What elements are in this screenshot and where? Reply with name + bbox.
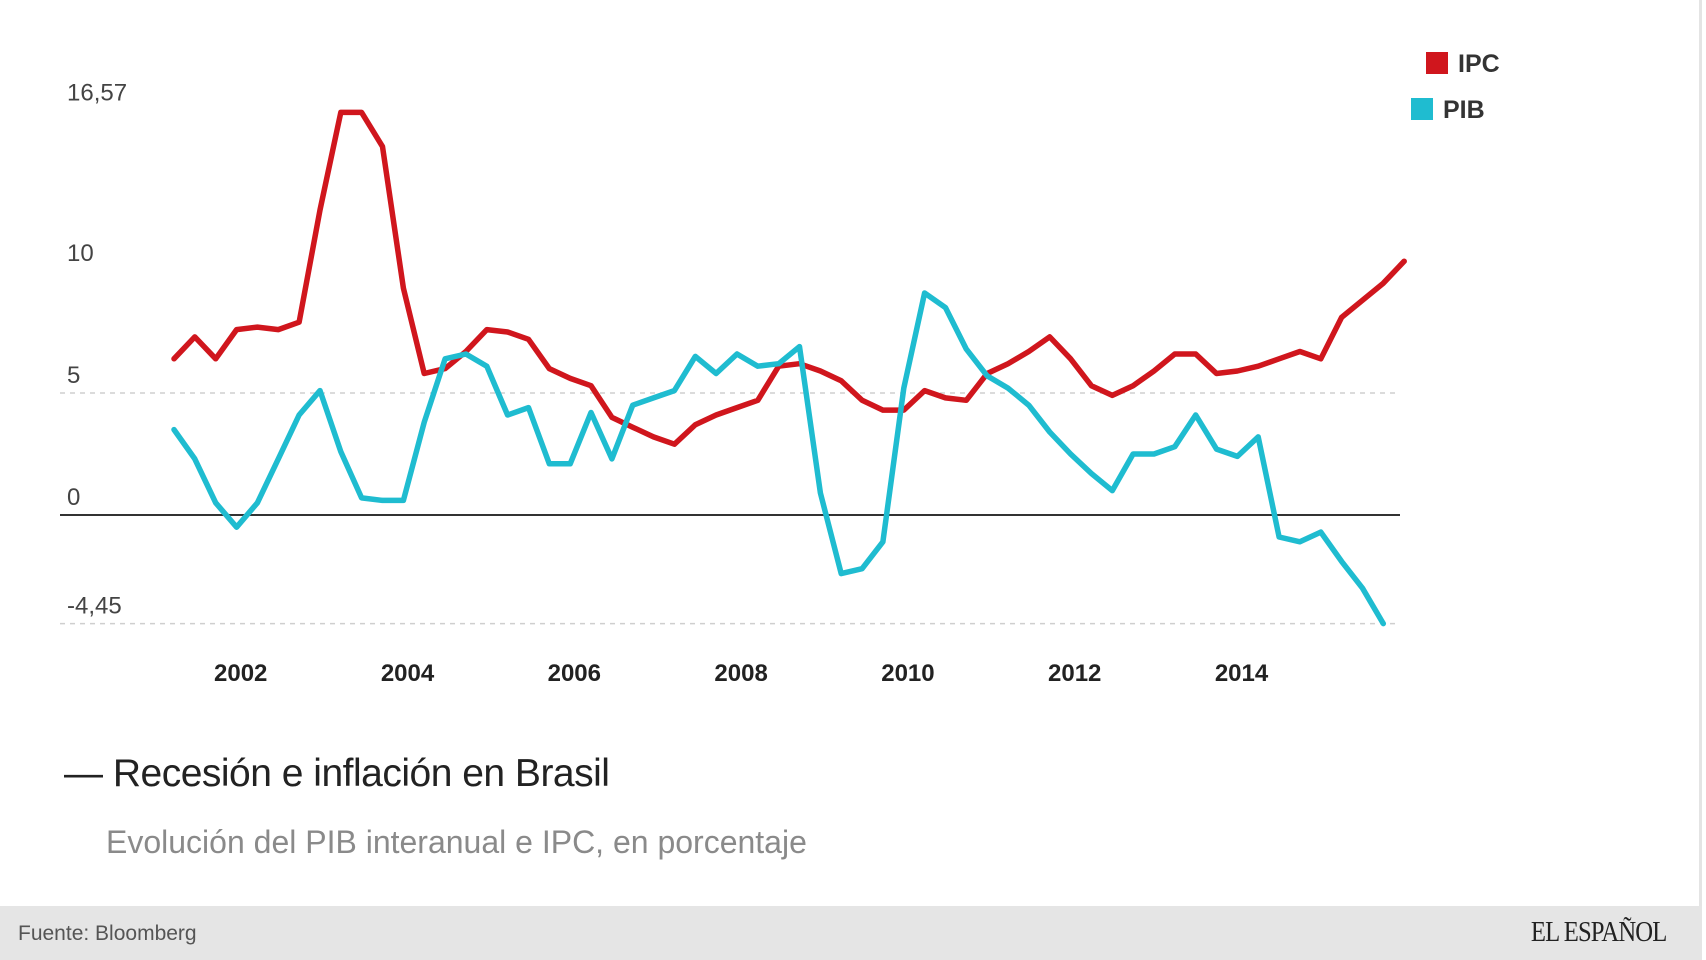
series-line-ipc xyxy=(171,109,1407,447)
y-axis-labels: 16,57 10 5 0 -4,45 xyxy=(67,80,127,620)
legend-swatch-ipc xyxy=(1426,52,1448,74)
legend: IPC PIB xyxy=(1411,50,1500,124)
x-tick-label: 2002 xyxy=(214,660,267,687)
x-tick-label: 2012 xyxy=(1048,660,1101,687)
x-axis-labels: 2002 2004 2006 2008 2010 2012 2014 xyxy=(214,660,1269,687)
chart-title: — Recesión e inflación en Brasil xyxy=(64,752,610,796)
source-note: Fuente: Bloomberg xyxy=(18,922,197,945)
y-tick-label: 5 xyxy=(67,362,80,389)
x-tick-label: 2010 xyxy=(881,660,934,687)
y-tick-label: 10 xyxy=(67,240,94,267)
series-lines xyxy=(171,109,1407,627)
x-tick-label: 2006 xyxy=(548,660,601,687)
title-text: Recesión e inflación en Brasil xyxy=(112,752,610,795)
legend-label-ipc: IPC xyxy=(1458,50,1500,78)
gridlines xyxy=(60,392,1400,625)
x-tick-label: 2004 xyxy=(381,660,435,687)
series-line-pib xyxy=(171,290,1387,627)
el-espanol-logo: EL ESPAÑOL xyxy=(1530,916,1666,948)
legend-label-pib: PIB xyxy=(1443,96,1485,124)
x-tick-label: 2008 xyxy=(714,660,767,687)
chart-subtitle: Evolución del PIB interanual e IPC, en p… xyxy=(106,824,807,860)
y-tick-label: -4,45 xyxy=(67,593,122,620)
y-tick-label: 0 xyxy=(67,484,80,511)
y-tick-label: 16,57 xyxy=(67,80,127,107)
title-dash: — xyxy=(64,752,103,795)
footer-bar: Fuente: Bloomberg EL ESPAÑOL xyxy=(0,906,1702,960)
legend-swatch-pib xyxy=(1411,98,1433,120)
x-tick-label: 2014 xyxy=(1215,660,1269,687)
